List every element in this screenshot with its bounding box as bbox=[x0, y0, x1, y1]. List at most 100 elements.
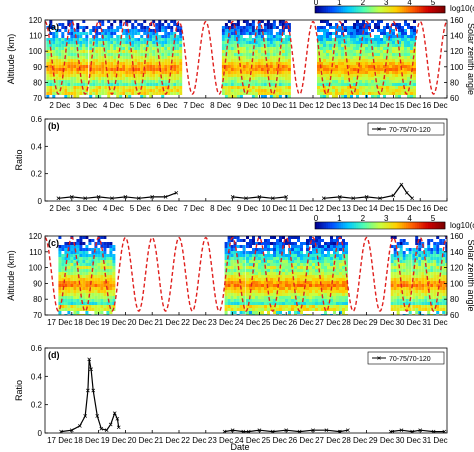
density-cell bbox=[383, 29, 386, 32]
density-cell bbox=[257, 44, 261, 47]
density-cell bbox=[49, 20, 53, 23]
density-cell bbox=[176, 74, 180, 77]
density-cell bbox=[320, 77, 323, 80]
density-cell bbox=[287, 38, 291, 41]
density-cell bbox=[399, 245, 403, 248]
density-cell bbox=[336, 287, 339, 290]
density-cell bbox=[152, 80, 156, 83]
density-cell bbox=[249, 245, 252, 248]
density-cell bbox=[288, 281, 291, 284]
density-cell bbox=[52, 95, 56, 98]
density-cell bbox=[287, 95, 291, 98]
density-cell bbox=[70, 41, 74, 44]
density-cell bbox=[433, 260, 437, 263]
density-cell bbox=[82, 299, 86, 302]
density-cell bbox=[393, 272, 397, 275]
density-cell bbox=[152, 62, 156, 65]
y2-tick-label: 140 bbox=[450, 32, 464, 41]
density-cell bbox=[405, 281, 409, 284]
density-cell bbox=[236, 272, 240, 275]
density-cell bbox=[97, 239, 101, 242]
density-cell bbox=[155, 29, 159, 32]
density-cell bbox=[227, 74, 231, 77]
density-cell bbox=[73, 314, 77, 315]
density-cell bbox=[300, 245, 303, 248]
density-cell bbox=[288, 296, 291, 299]
density-cell bbox=[430, 272, 434, 275]
density-cell bbox=[106, 245, 110, 248]
density-cell bbox=[317, 53, 320, 56]
density-cell bbox=[281, 47, 285, 50]
density-cell bbox=[176, 26, 180, 29]
density-cell bbox=[421, 290, 425, 293]
density-cell bbox=[55, 65, 59, 68]
density-cell bbox=[272, 20, 276, 23]
density-cell bbox=[362, 86, 365, 89]
density-cell bbox=[275, 62, 279, 65]
density-cell bbox=[170, 74, 174, 77]
density-cell bbox=[412, 278, 416, 281]
density-cell bbox=[227, 257, 231, 260]
density-cell bbox=[266, 20, 270, 23]
x-tick-label: 11 Dec bbox=[289, 101, 314, 110]
density-cell bbox=[149, 62, 153, 65]
density-cell bbox=[278, 77, 282, 80]
density-cell bbox=[395, 62, 398, 65]
density-cell bbox=[272, 86, 276, 89]
density-cell bbox=[137, 32, 141, 35]
density-cell bbox=[242, 284, 246, 287]
density-cell bbox=[269, 29, 273, 32]
density-cell bbox=[258, 293, 261, 296]
density-cell bbox=[321, 263, 324, 266]
density-cell bbox=[430, 248, 434, 251]
density-cell bbox=[89, 77, 93, 80]
density-cell bbox=[287, 59, 291, 62]
density-cell bbox=[413, 47, 416, 50]
density-cell bbox=[73, 59, 77, 62]
density-cell bbox=[353, 77, 356, 80]
ratio-line bbox=[390, 429, 445, 433]
density-cell bbox=[324, 299, 327, 302]
density-cell bbox=[399, 308, 403, 311]
density-cell bbox=[158, 35, 162, 38]
density-cell bbox=[291, 299, 294, 302]
density-cell bbox=[439, 278, 443, 281]
density-cell bbox=[371, 62, 374, 65]
density-cell bbox=[64, 293, 68, 296]
density-cell bbox=[424, 308, 428, 311]
density-cell bbox=[339, 263, 342, 266]
density-cell bbox=[342, 311, 345, 314]
density-cell bbox=[236, 86, 240, 89]
density-cell bbox=[288, 299, 291, 302]
density-cell bbox=[58, 308, 62, 311]
density-cell bbox=[91, 254, 95, 257]
density-cell bbox=[146, 71, 150, 74]
density-cell bbox=[233, 302, 237, 305]
density-cell bbox=[297, 290, 300, 293]
colorbar-swatch bbox=[386, 6, 389, 13]
density-cell bbox=[336, 308, 339, 311]
density-cell bbox=[439, 257, 443, 260]
x-tick-label: 25 Dec bbox=[262, 436, 287, 445]
density-cell bbox=[79, 260, 83, 263]
density-cell bbox=[374, 44, 377, 47]
density-cell bbox=[260, 59, 264, 62]
density-cell bbox=[137, 89, 141, 92]
density-cell bbox=[85, 56, 89, 59]
density-cell bbox=[158, 20, 162, 23]
density-cell bbox=[273, 278, 276, 281]
density-cell bbox=[338, 83, 341, 86]
density-cell bbox=[67, 53, 71, 56]
density-cell bbox=[270, 254, 273, 257]
density-cell bbox=[82, 89, 86, 92]
density-cell bbox=[350, 89, 353, 92]
density-cell bbox=[61, 299, 65, 302]
density-cell bbox=[345, 305, 348, 308]
density-cell bbox=[58, 311, 62, 314]
density-cell bbox=[70, 20, 74, 23]
density-cell bbox=[64, 254, 68, 257]
density-cell bbox=[415, 284, 419, 287]
density-cell bbox=[106, 296, 110, 299]
density-cell bbox=[279, 257, 282, 260]
density-cell bbox=[97, 290, 101, 293]
